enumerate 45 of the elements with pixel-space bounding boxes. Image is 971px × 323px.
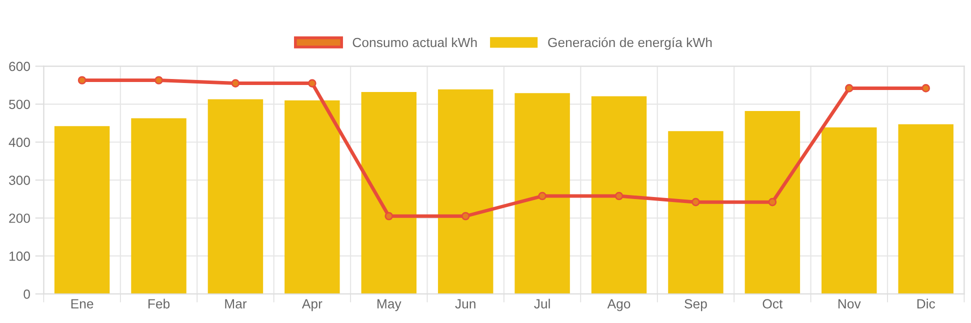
point	[154, 76, 163, 84]
y-tick-label: 100	[9, 252, 30, 261]
point	[538, 192, 546, 200]
legend-label: Generación de energía kWh	[548, 37, 712, 50]
point	[844, 84, 854, 92]
point	[614, 192, 624, 200]
point	[461, 212, 470, 220]
y-tick-label: 200	[9, 214, 30, 223]
bar	[744, 111, 800, 294]
bar	[438, 89, 494, 294]
bar	[591, 96, 647, 294]
bar	[54, 126, 110, 294]
bar	[131, 118, 186, 294]
legend-label: Consumo actual kWh	[352, 37, 477, 48]
point	[231, 79, 240, 88]
bar	[668, 131, 724, 294]
point	[384, 212, 394, 220]
y-tick-label: 0	[24, 289, 30, 299]
bar	[898, 124, 954, 294]
bar	[208, 99, 264, 294]
point	[78, 76, 86, 84]
x-tick-label: Dic	[917, 298, 936, 308]
x-tick-label: Jun	[455, 299, 476, 308]
y-tick-label: 600	[9, 62, 30, 72]
bar	[822, 127, 877, 294]
point	[922, 84, 930, 92]
x-tick-label: Sep	[684, 299, 707, 312]
y-tick-label: 300	[8, 176, 30, 185]
bar	[361, 92, 416, 294]
point	[692, 198, 700, 206]
y-tick-label: 400	[8, 138, 30, 148]
x-tick-label: Nov	[838, 299, 861, 308]
x-tick-label: Ago	[607, 299, 630, 312]
x-tick-label: Apr	[302, 299, 322, 312]
x-tick-label: Ene	[71, 299, 94, 308]
x-tick-label: May	[378, 299, 402, 312]
point	[308, 79, 316, 88]
y-tick-label: 500	[9, 100, 30, 110]
x-tick-label: Oct	[762, 299, 783, 308]
x-tick-label: Mar	[225, 299, 247, 308]
x-tick-label: Feb	[148, 298, 170, 308]
x-tick-label: Jul	[534, 298, 550, 308]
point	[768, 198, 777, 206]
bar	[284, 100, 340, 294]
bar	[514, 93, 570, 294]
